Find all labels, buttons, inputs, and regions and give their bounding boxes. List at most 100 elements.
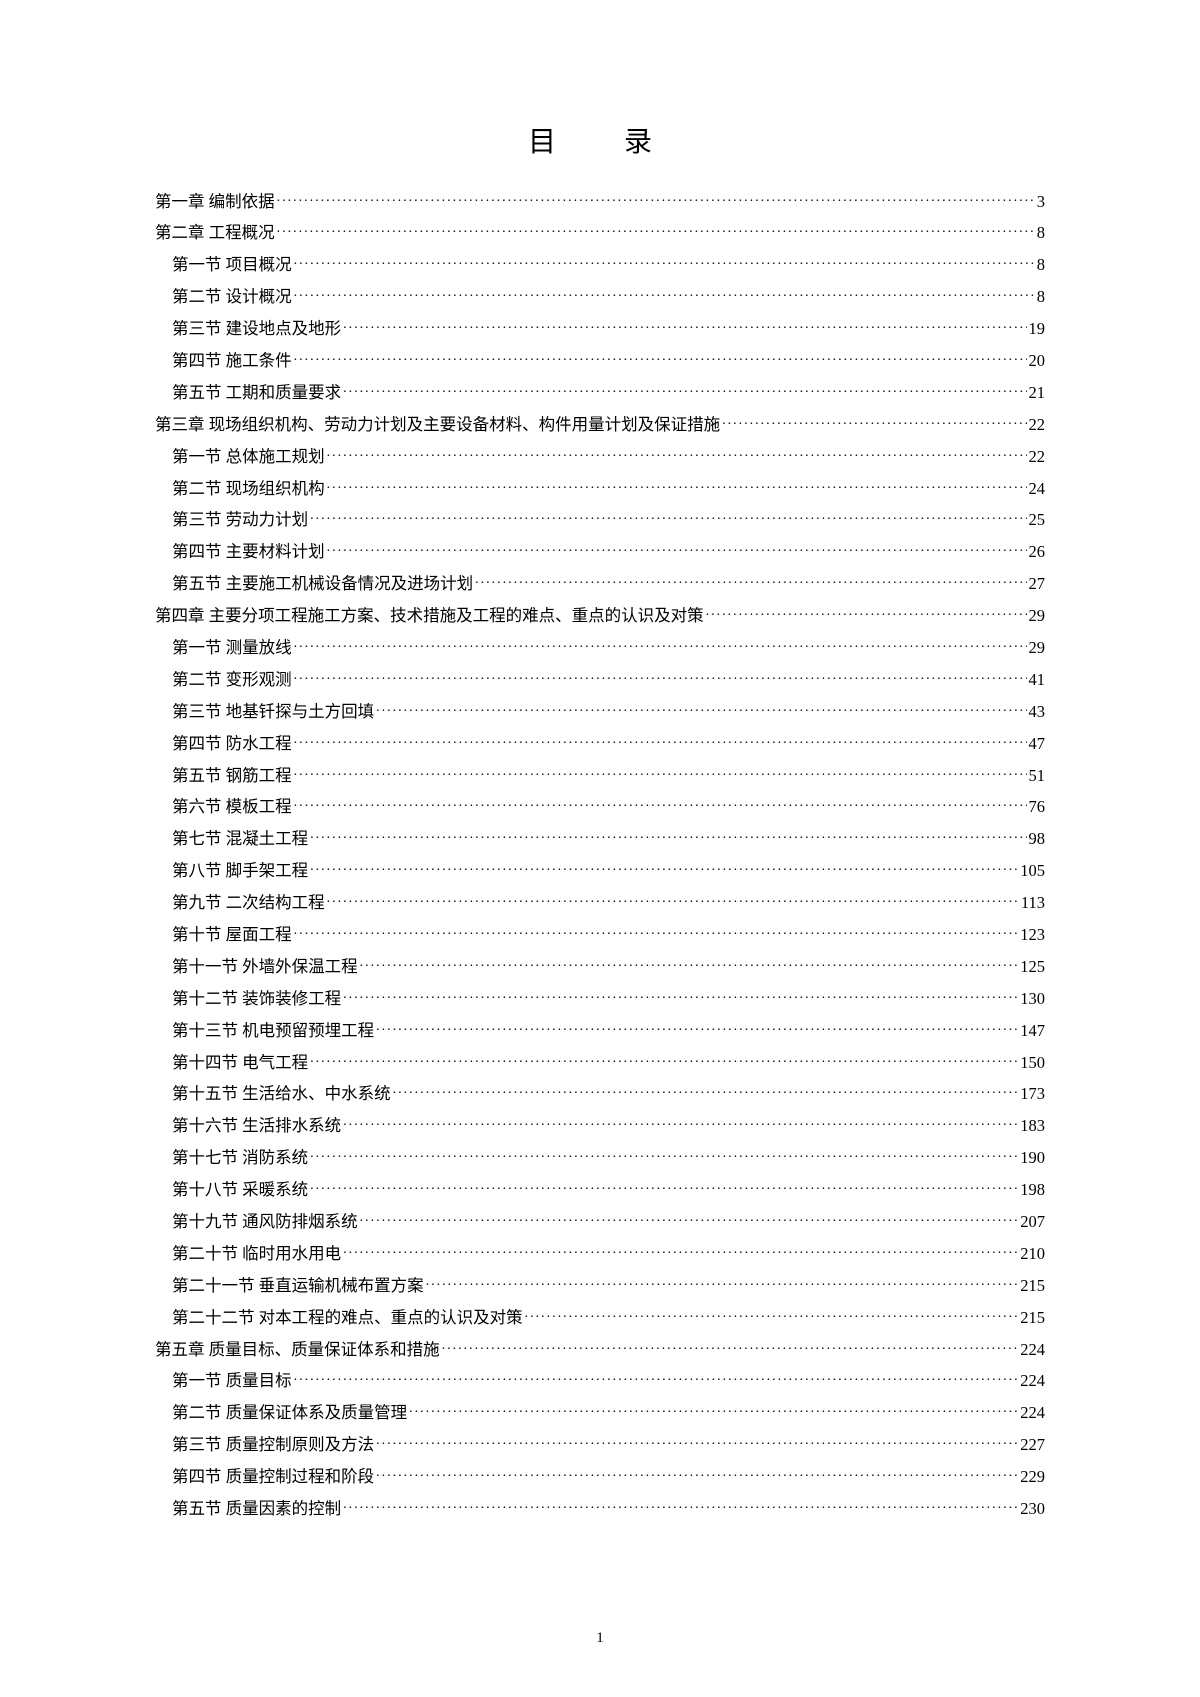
toc-entry-page: 22 <box>1029 449 1046 466</box>
toc-entry-page: 130 <box>1020 991 1045 1008</box>
toc-entry: 第五节 主要施工机械设备情况及进场计划 27 <box>155 573 1045 593</box>
toc-entry: 第二十二节 对本工程的难点、重点的认识及对策215 <box>155 1306 1045 1326</box>
toc-dots <box>409 1402 1018 1419</box>
toc-entry-page: 198 <box>1020 1182 1045 1199</box>
toc-entry-page: 215 <box>1020 1278 1045 1295</box>
toc-dots <box>294 764 1027 781</box>
toc-entry-label: 第二节 现场组织机构 <box>172 481 325 498</box>
toc-entry-label: 第五节 主要施工机械设备情况及进场计划 <box>172 576 473 593</box>
toc-entry-page: 3 <box>1037 194 1045 211</box>
toc-entry-label: 第五章 质量目标、质量保证体系和措施 <box>155 1342 440 1359</box>
toc-entry-label: 第十一节 外墙外保温工程 <box>172 959 358 976</box>
toc-entry-label: 第十八节 采暖系统 <box>172 1182 308 1199</box>
toc-dots <box>360 955 1019 972</box>
toc-dots <box>294 668 1027 685</box>
toc-entry: 第九节 二次结构工程113 <box>155 892 1045 912</box>
toc-dots <box>376 1466 1018 1483</box>
toc-entry: 第三节 建设地点及地形 19 <box>155 318 1045 338</box>
toc-entry-label: 第十六节 生活排水系统 <box>172 1118 341 1135</box>
toc-dots <box>360 1211 1019 1228</box>
toc-entry-page: 150 <box>1020 1055 1045 1072</box>
toc-dots <box>294 1370 1019 1387</box>
toc-dots <box>442 1338 1019 1355</box>
toc-entry: 第二节 变形观测41 <box>155 668 1045 688</box>
toc-entry: 第四节 主要材料计划26 <box>155 541 1045 561</box>
toc-entry-page: 105 <box>1020 863 1045 880</box>
toc-entry-label: 第二节 设计概况 <box>172 289 292 306</box>
toc-entry-label: 第二节 质量保证体系及质量管理 <box>172 1405 407 1422</box>
toc-entry-page: 76 <box>1029 799 1046 816</box>
toc-dots <box>475 573 1026 590</box>
toc-dots <box>343 1242 1018 1259</box>
toc-entry-label: 第一节 测量放线 <box>172 640 292 657</box>
toc-entry-label: 第七节 混凝土工程 <box>172 831 308 848</box>
toc-entry: 第八节 脚手架工程105 <box>155 860 1045 880</box>
toc-entry-page: 224 <box>1020 1342 1045 1359</box>
toc-dots <box>310 1179 1018 1196</box>
toc-entry-label: 第三节 建设地点及地形 <box>172 321 341 338</box>
toc-entry-page: 8 <box>1037 257 1045 274</box>
toc-entry: 第十七节 消防系统190 <box>155 1147 1045 1167</box>
toc-entry-label: 第二章 工程概况 <box>155 225 275 242</box>
toc-entry-page: 224 <box>1020 1373 1045 1390</box>
toc-entry-label: 第四节 防水工程 <box>172 736 292 753</box>
toc-dots <box>294 349 1027 366</box>
toc-dots <box>343 1115 1018 1132</box>
toc-dots <box>294 254 1035 271</box>
toc-entry: 第一节 总体施工规划22 <box>155 445 1045 465</box>
page-number: 1 <box>596 1630 604 1647</box>
toc-entry: 第一节 质量目标224 <box>155 1370 1045 1390</box>
table-of-contents: 第一章 编制依据3第二章 工程概况8第一节 项目概况8第二节 设计概况8第三节 … <box>155 190 1045 1518</box>
toc-entry-page: 22 <box>1029 417 1046 434</box>
toc-dots <box>310 1051 1018 1068</box>
toc-entry: 第一节 测量放线 29 <box>155 636 1045 656</box>
toc-entry-label: 第九节 二次结构工程 <box>172 895 325 912</box>
toc-entry-label: 第四章 主要分项工程施工方案、技术措施及工程的难点、重点的认识及对策 <box>155 608 704 625</box>
toc-entry-page: 24 <box>1029 481 1046 498</box>
toc-dots <box>294 732 1027 749</box>
toc-dots <box>310 509 1026 526</box>
toc-entry: 第一节 项目概况8 <box>155 254 1045 274</box>
toc-entry: 第四节 施工条件20 <box>155 349 1045 369</box>
toc-dots <box>722 413 1026 430</box>
toc-entry-page: 229 <box>1020 1469 1045 1486</box>
toc-entry-page: 25 <box>1029 512 1046 529</box>
toc-entry-label: 第五节 钢筋工程 <box>172 768 292 785</box>
toc-entry: 第十六节 生活排水系统183 <box>155 1115 1045 1135</box>
toc-dots <box>310 828 1026 845</box>
toc-entry-label: 第三节 地基钎探与土方回填 <box>172 704 374 721</box>
toc-entry: 第五章 质量目标、质量保证体系和措施 224 <box>155 1338 1045 1358</box>
toc-entry-page: 51 <box>1029 768 1046 785</box>
toc-dots <box>310 1147 1018 1164</box>
toc-dots <box>310 860 1018 877</box>
toc-entry: 第五节 工期和质量要求21 <box>155 381 1045 401</box>
toc-entry: 第四章 主要分项工程施工方案、技术措施及工程的难点、重点的认识及对策29 <box>155 605 1045 625</box>
toc-entry-page: 224 <box>1020 1405 1045 1422</box>
toc-entry-label: 第六节 模板工程 <box>172 799 292 816</box>
toc-entry-page: 147 <box>1020 1023 1045 1040</box>
toc-entry-page: 21 <box>1029 385 1046 402</box>
toc-dots <box>426 1274 1019 1291</box>
toc-dots <box>343 318 1026 335</box>
toc-entry-page: 27 <box>1029 576 1046 593</box>
toc-entry-page: 8 <box>1037 225 1045 242</box>
toc-entry-page: 8 <box>1037 289 1045 306</box>
toc-entry-page: 123 <box>1020 927 1045 944</box>
toc-entry-page: 29 <box>1029 640 1046 657</box>
toc-entry-page: 19 <box>1029 321 1046 338</box>
toc-entry: 第四节 质量控制过程和阶段229 <box>155 1466 1045 1486</box>
toc-dots <box>294 636 1027 653</box>
toc-entry-page: 98 <box>1029 831 1046 848</box>
toc-entry-label: 第二十一节 垂直运输机械布置方案 <box>172 1278 424 1295</box>
toc-entry-label: 第三节 劳动力计划 <box>172 512 308 529</box>
toc-entry: 第二节 设计概况 8 <box>155 286 1045 306</box>
toc-entry: 第七节 混凝土工程 98 <box>155 828 1045 848</box>
toc-dots <box>376 700 1026 717</box>
toc-entry-page: 47 <box>1029 736 1046 753</box>
toc-dots <box>294 796 1027 813</box>
toc-entry-label: 第十二节 装饰装修工程 <box>172 991 341 1008</box>
toc-entry: 第十八节 采暖系统 198 <box>155 1179 1045 1199</box>
toc-entry-label: 第十节 屋面工程 <box>172 927 292 944</box>
toc-dots <box>393 1083 1019 1100</box>
toc-dots <box>525 1306 1019 1323</box>
